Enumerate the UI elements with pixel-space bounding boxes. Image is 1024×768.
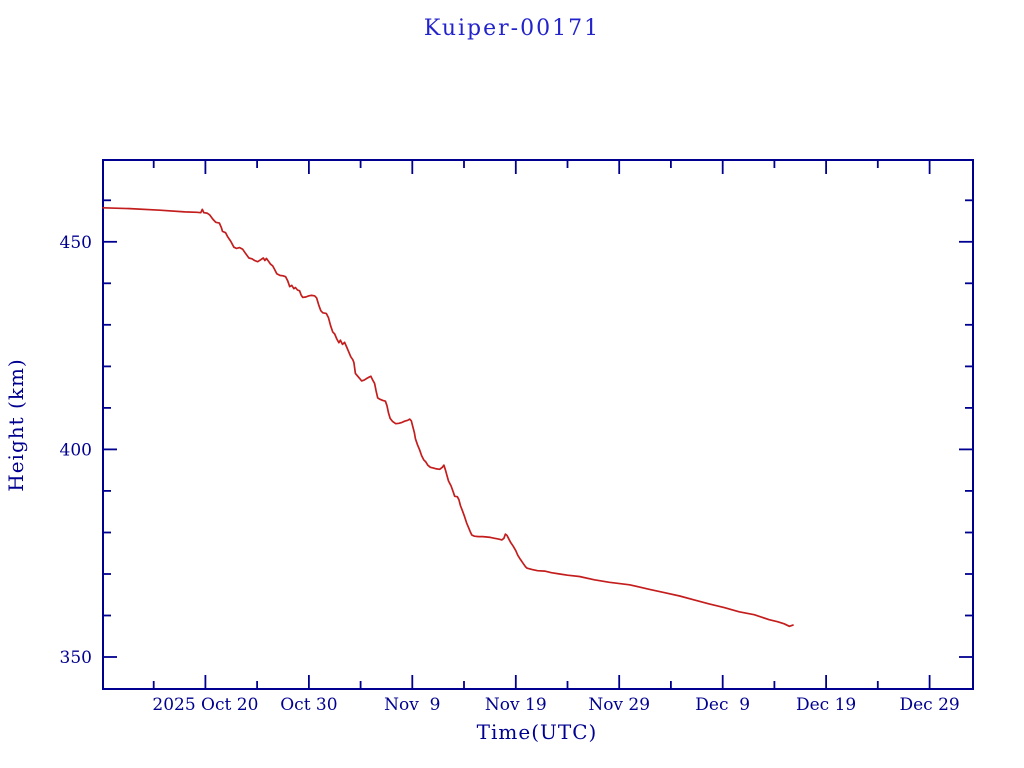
x-tick-label: Dec 19 (796, 695, 856, 715)
y-tick-label: 350 (60, 648, 92, 668)
x-tick-label: 2025 Oct 20 (152, 695, 258, 715)
x-tick-label: Dec 9 (695, 695, 750, 715)
y-tick-label: 450 (60, 233, 92, 253)
x-axis-title: Time(UTC) (476, 720, 598, 744)
y-axis-title: Height (km) (4, 358, 28, 492)
x-tick-label: Nov 29 (588, 695, 650, 715)
x-tick-label: Nov 19 (485, 695, 547, 715)
x-tick-label: Oct 30 (280, 695, 337, 715)
chart-title: Kuiper-00171 (423, 16, 601, 41)
plot-border (102, 159, 974, 690)
x-tick-label: Nov 9 (384, 695, 440, 715)
y-tick-label: 400 (60, 440, 92, 460)
x-tick-label: Dec 29 (899, 695, 959, 715)
height-series-line (102, 206, 794, 628)
